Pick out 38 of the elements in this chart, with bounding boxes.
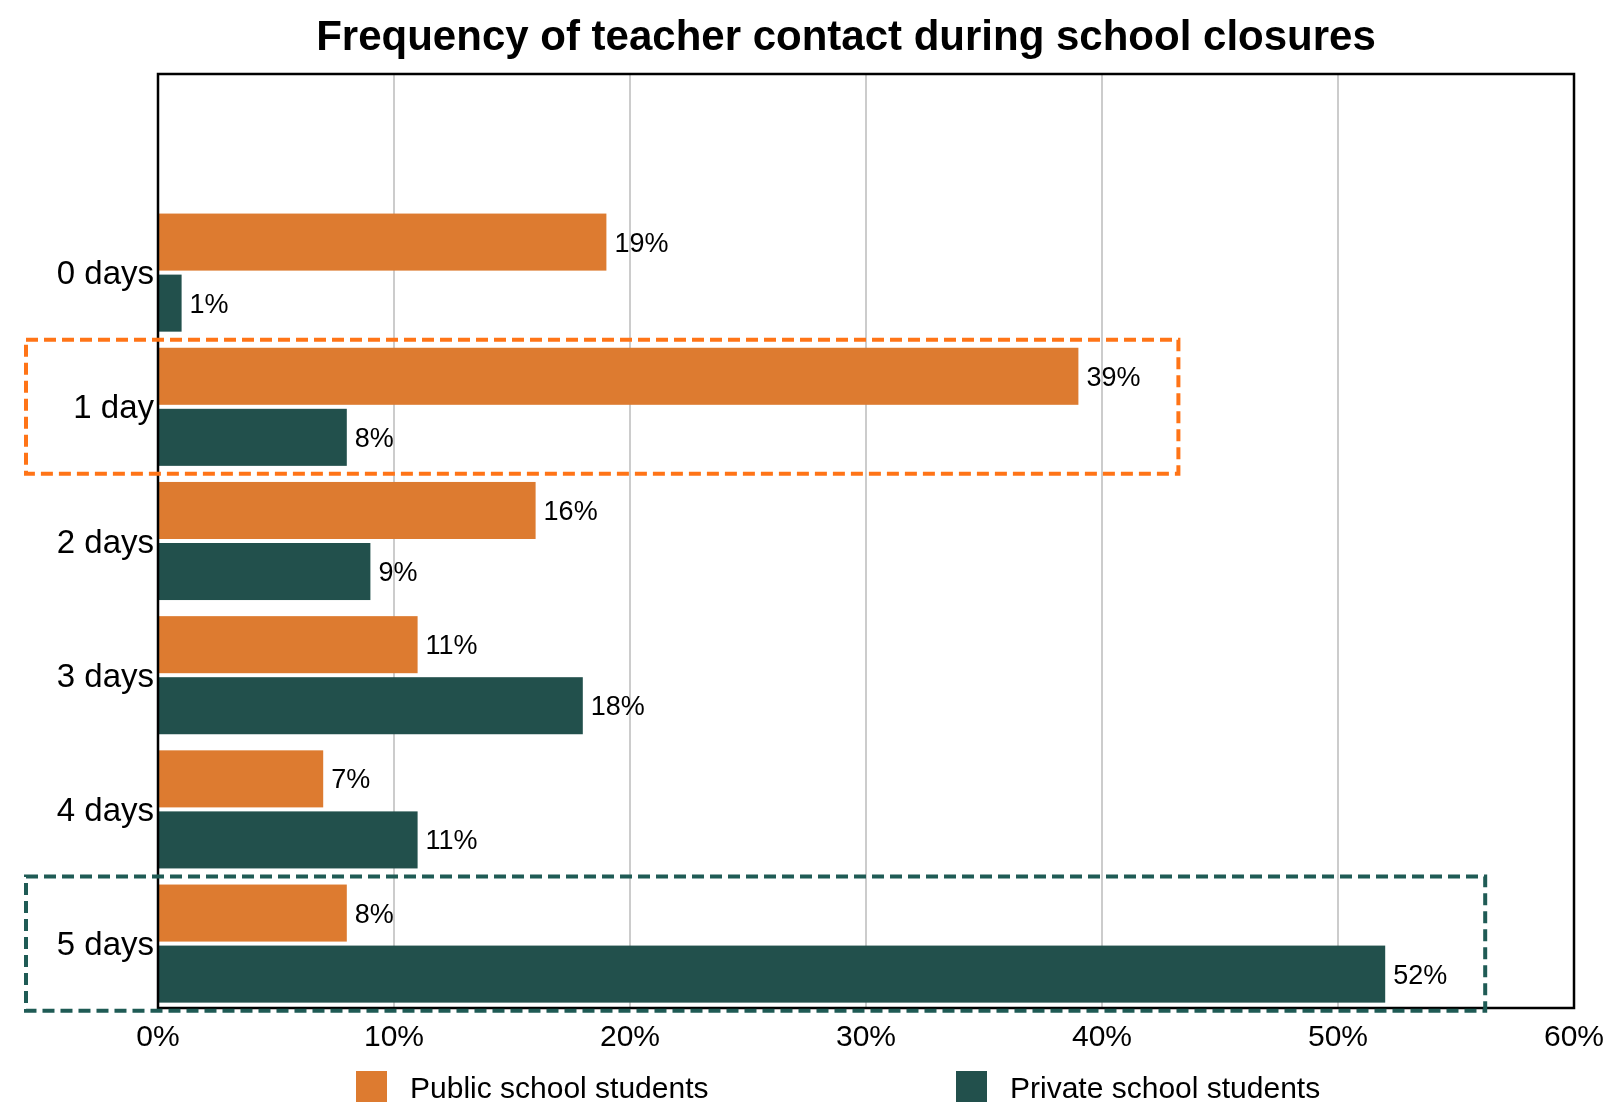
data-label: 7%	[331, 764, 371, 795]
bar	[158, 677, 583, 735]
x-tick-label: 40%	[1071, 1019, 1133, 1052]
data-label: 19%	[614, 227, 669, 258]
bar	[158, 884, 347, 942]
y-tick-label: 5 days	[56, 925, 154, 963]
chart-title: Frequency of teacher contact during school closures	[316, 12, 1376, 59]
data-label: 11%	[425, 825, 478, 856]
x-tick-label: 30%	[835, 1019, 897, 1052]
bar	[158, 481, 536, 539]
data-label: 11%	[425, 630, 478, 661]
data-label: 8%	[354, 422, 394, 453]
bar	[158, 811, 418, 869]
bar	[158, 213, 607, 271]
bar	[158, 408, 347, 466]
bar	[158, 616, 418, 674]
x-tick-label: 60%	[1543, 1019, 1605, 1052]
x-tick-label: 0%	[136, 1019, 180, 1052]
x-tick-label: 50%	[1307, 1019, 1369, 1052]
data-label: 52%	[1393, 959, 1448, 990]
data-label: 9%	[378, 556, 418, 587]
data-label: 18%	[590, 691, 645, 722]
x-tick-label: 20%	[599, 1019, 661, 1052]
data-label: 39%	[1086, 361, 1141, 392]
data-label: 16%	[543, 495, 598, 526]
y-tick-label: 1 day	[73, 388, 155, 426]
bar	[158, 543, 371, 601]
bar	[158, 750, 324, 808]
x-tick-label: 10%	[363, 1019, 425, 1052]
legend-label: Public school students	[410, 1070, 709, 1104]
bar	[158, 274, 182, 332]
legend-label: Private school students	[1010, 1070, 1321, 1104]
y-tick-label: 3 days	[56, 656, 154, 694]
y-tick-label: 4 days	[56, 790, 154, 828]
data-label: 1%	[189, 288, 229, 319]
y-tick-label: 0 days	[56, 254, 154, 292]
data-label: 8%	[354, 898, 394, 929]
y-tick-label: 2 days	[56, 522, 154, 560]
